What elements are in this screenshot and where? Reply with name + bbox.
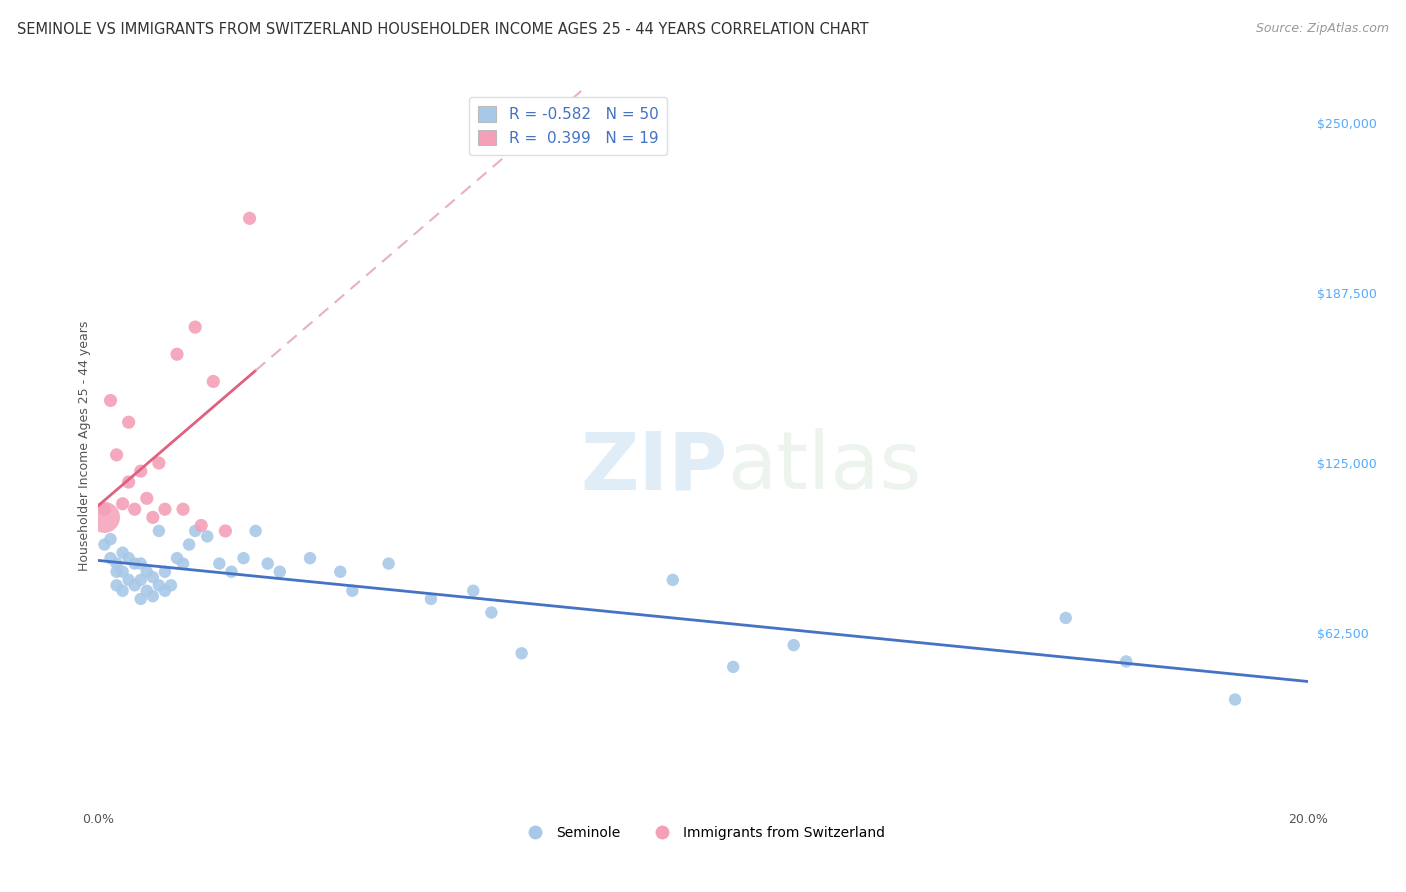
Text: atlas: atlas [727,428,921,507]
Point [129,573,152,587]
Point [166,347,188,361]
Point [105,578,128,592]
Point [481,606,503,620]
Point [135,565,157,579]
Point [100,551,122,566]
Point [342,583,364,598]
Point [463,583,485,598]
Point [93,537,115,551]
Legend: Seminole, Immigrants from Switzerland: Seminole, Immigrants from Switzerland [516,821,890,846]
Point [118,573,141,587]
Point [269,565,291,579]
Point [153,565,176,579]
Point [124,578,146,592]
Point [190,518,212,533]
Point [783,638,806,652]
Point [214,524,236,538]
Point [195,529,218,543]
Point [93,510,115,524]
Point [184,524,207,538]
Point [105,565,128,579]
Point [118,475,141,489]
Point [166,551,188,566]
Point [184,320,207,334]
Point [172,502,194,516]
Point [100,393,122,408]
Point [723,660,745,674]
Point [135,491,157,506]
Point [111,546,134,560]
Text: Source: ZipAtlas.com: Source: ZipAtlas.com [1256,22,1389,36]
Point [111,497,134,511]
Point [129,557,152,571]
Point [172,557,194,571]
Point [1054,611,1077,625]
Text: SEMINOLE VS IMMIGRANTS FROM SWITZERLAND HOUSEHOLDER INCOME AGES 25 - 44 YEARS CO: SEMINOLE VS IMMIGRANTS FROM SWITZERLAND … [17,22,869,37]
Point [221,565,243,579]
Point [420,591,443,606]
Point [93,502,115,516]
Point [256,557,278,571]
Y-axis label: Householder Income Ages 25 - 44 years: Householder Income Ages 25 - 44 years [79,321,91,571]
Point [153,502,176,516]
Point [377,557,399,571]
Point [299,551,322,566]
Point [1223,692,1246,706]
Point [1115,655,1137,669]
Point [510,646,533,660]
Point [100,532,122,546]
Point [118,415,141,429]
Point [135,583,157,598]
Point [124,502,146,516]
Point [105,448,128,462]
Point [129,591,152,606]
Point [142,570,165,584]
Point [232,551,254,566]
Point [105,557,128,571]
Point [142,589,165,603]
Point [148,578,170,592]
Text: ZIP: ZIP [579,428,727,507]
Point [245,524,267,538]
Point [160,578,183,592]
Point [239,211,262,226]
Point [179,537,201,551]
Point [202,375,225,389]
Point [148,456,170,470]
Point [118,551,141,566]
Point [142,510,165,524]
Point [111,583,134,598]
Point [661,573,683,587]
Point [153,583,176,598]
Point [111,565,134,579]
Point [148,524,170,538]
Point [129,464,152,478]
Point [124,557,146,571]
Point [329,565,352,579]
Point [208,557,231,571]
